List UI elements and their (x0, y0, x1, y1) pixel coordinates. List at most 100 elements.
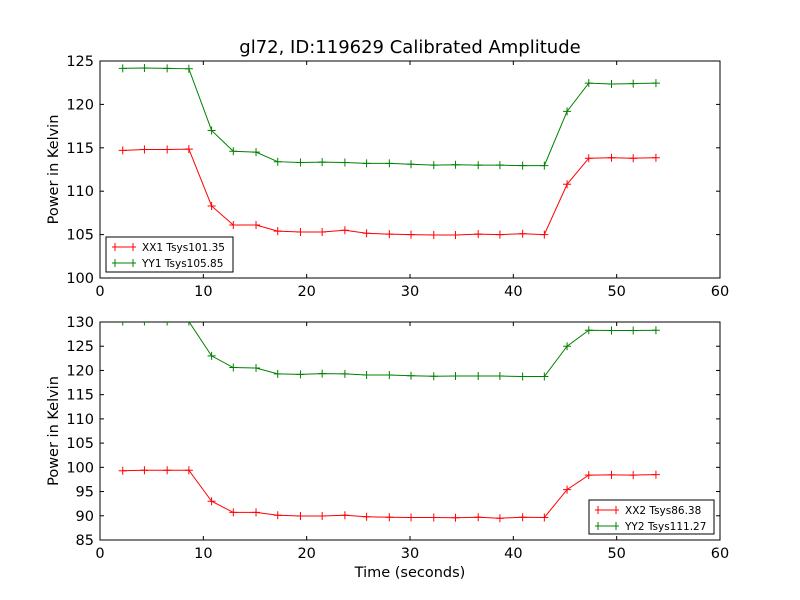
data-point (451, 513, 460, 522)
data-point (451, 231, 460, 240)
data-point (518, 161, 527, 170)
x-tick-label: 20 (297, 546, 315, 562)
data-point (407, 230, 416, 239)
data-point (563, 180, 572, 189)
y-tick-label: 115 (66, 388, 94, 404)
data-point (318, 227, 327, 236)
data-point (451, 372, 460, 381)
y-tick-label: 105 (66, 228, 94, 244)
data-point (362, 512, 371, 521)
data-point (118, 322, 127, 326)
legend-label: XX1 Tsys101.35 (142, 242, 225, 254)
data-point (518, 229, 527, 238)
data-point (584, 79, 593, 88)
y-tick-label: 105 (66, 436, 94, 452)
data-point (296, 370, 305, 379)
data-point (651, 470, 660, 479)
data-point (629, 154, 638, 163)
data-point (207, 201, 216, 210)
data-point (474, 230, 483, 239)
y-tick-label: 95 (76, 485, 94, 501)
y-tick-label: 90 (76, 509, 94, 525)
series-line-2 (122, 322, 656, 377)
data-point (474, 513, 483, 522)
data-point (273, 157, 282, 166)
data-point (518, 513, 527, 522)
data-point (429, 372, 438, 381)
data-point (118, 146, 127, 155)
x-tick-label: 50 (607, 546, 625, 562)
data-point (184, 64, 193, 73)
x-axis-label: Time (seconds) (354, 565, 466, 581)
y-tick-label: 120 (66, 363, 94, 379)
data-point (163, 322, 172, 326)
data-point (607, 326, 616, 335)
data-point (140, 466, 149, 475)
data-point (474, 372, 483, 381)
data-point (651, 326, 660, 335)
series-line-2 (122, 67, 656, 167)
data-point (296, 227, 305, 236)
data-point (318, 158, 327, 167)
y-tick-label: 100 (66, 271, 94, 287)
x-tick-label: 60 (711, 546, 729, 562)
data-point (252, 148, 261, 157)
legend: XX1 Tsys101.35 YY1 Tsys105.85 (105, 236, 234, 273)
x-tick-label: 10 (194, 284, 212, 300)
data-point (340, 369, 349, 378)
data-point (540, 372, 549, 381)
data-point (451, 160, 460, 169)
data-point (563, 107, 572, 116)
x-tick-label: 60 (711, 284, 729, 300)
data-point (252, 508, 261, 517)
data-point (273, 227, 282, 236)
data-point (584, 154, 593, 163)
data-point (495, 514, 504, 523)
data-point (163, 466, 172, 475)
data-point (229, 221, 238, 230)
legend-marker (597, 522, 617, 530)
legend-label: YY1 Tsys105.85 (141, 258, 223, 270)
data-point (385, 159, 394, 168)
data-point (429, 161, 438, 170)
data-point (118, 64, 127, 73)
legend-label: XX2 Tsys86.38 (625, 505, 701, 517)
x-tick-label: 50 (607, 284, 625, 300)
data-point (540, 161, 549, 170)
x-tick-label: 30 (401, 284, 419, 300)
data-point (252, 364, 261, 373)
legend-box (588, 499, 715, 535)
y-tick-label: 110 (66, 184, 94, 200)
y-tick-label: 100 (66, 460, 94, 476)
data-point (229, 508, 238, 517)
series-line-1 (122, 469, 656, 519)
data-point (273, 511, 282, 520)
x-tick-label: 40 (504, 284, 522, 300)
y-tick-label: 85 (76, 533, 94, 549)
data-point (252, 221, 261, 230)
data-point (629, 471, 638, 480)
data-point (362, 229, 371, 238)
y-axis-label: Power in Kelvin (46, 115, 62, 225)
data-point (340, 158, 349, 167)
data-point (296, 512, 305, 521)
data-point (318, 369, 327, 378)
legend-marker (114, 259, 134, 267)
chart-title: gl72, ID:119629 Calibrated Amplitude (239, 37, 580, 58)
x-tick-label: 30 (401, 546, 419, 562)
data-point (362, 159, 371, 168)
data-point (163, 64, 172, 73)
data-point (184, 466, 193, 475)
data-point (362, 371, 371, 380)
data-point (340, 511, 349, 520)
y-tick-label: 125 (66, 339, 94, 355)
upper-plot-panel: 0 10 20 30 40 50 60 100 105 110 115 120 125 Power in … (46, 54, 729, 300)
data-point (140, 322, 149, 326)
data-point (340, 226, 349, 235)
data-point (563, 342, 572, 351)
data-point (140, 145, 149, 154)
data-point (563, 485, 572, 494)
data-point (407, 371, 416, 380)
legend-box (105, 236, 234, 273)
y-tick-label: 120 (66, 97, 94, 113)
